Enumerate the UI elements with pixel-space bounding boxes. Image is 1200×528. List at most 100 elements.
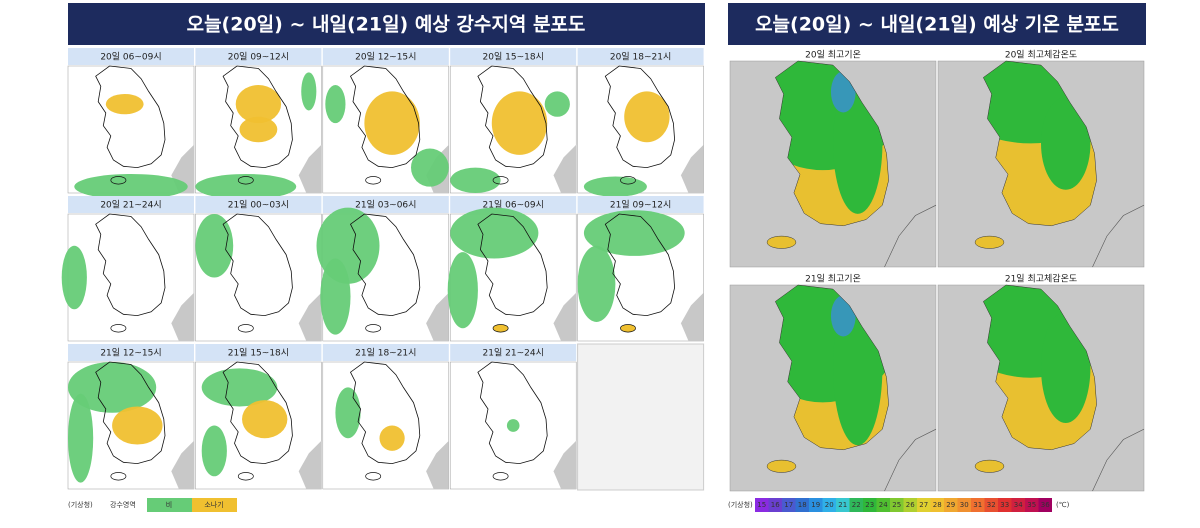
- jeju: [365, 324, 382, 333]
- title-bar: [68, 3, 705, 45]
- scale-swatch: [957, 498, 971, 512]
- rain-area: [195, 214, 234, 278]
- rain-area: [301, 72, 317, 111]
- jeju: [237, 472, 254, 481]
- scale-label: 17: [784, 501, 793, 509]
- panel-label: 21일 12~15시: [100, 348, 161, 359]
- panel-label: 21일 00~03시: [228, 200, 289, 211]
- temp-scale: 15 16 17 18 19 20 21 22 23 24 25 26 27 28 29 30 31 32 33 34…: [755, 498, 1070, 512]
- rain-area: [450, 167, 501, 193]
- rain-area: [195, 173, 297, 200]
- panel-label-bg: [450, 344, 577, 361]
- jeju: [110, 472, 127, 481]
- panel-label: 20일 18~21시: [610, 52, 671, 63]
- panel-label: 20일 최고체감온도: [1005, 49, 1077, 61]
- legend-source: (기상청): [728, 500, 753, 509]
- panel-label: 21일 09~12시: [610, 200, 671, 211]
- coastline: [774, 60, 889, 227]
- scale-label: 23: [865, 501, 874, 509]
- panel-label: 21일 18~21시: [355, 348, 416, 359]
- scale-swatch: [971, 498, 985, 512]
- shower-area: [105, 93, 144, 115]
- jeju: [110, 176, 127, 185]
- scale-label: 20: [825, 501, 834, 509]
- coastline: [774, 284, 889, 451]
- panel-label: 20일 최고기온: [805, 50, 861, 61]
- scale-label: 28: [933, 501, 942, 509]
- scale-label: 24: [879, 501, 888, 509]
- rain-area: [68, 362, 157, 413]
- panel-label: 20일 12~15시: [355, 52, 416, 63]
- scale-swatch: [809, 498, 823, 512]
- panel-label-bg: [577, 48, 704, 65]
- map-frame: [67, 213, 195, 342]
- shower-area: [112, 406, 163, 445]
- legend-swatch: [192, 498, 237, 512]
- land: [426, 440, 449, 489]
- rain-area: [74, 173, 188, 200]
- legend-swatch: [147, 498, 192, 512]
- panel-label: 21일 최고체감온도: [1005, 273, 1077, 285]
- shower-area: [242, 400, 288, 439]
- jeju: [365, 176, 382, 185]
- legend-item: 소나기: [204, 500, 223, 509]
- coastline: [604, 65, 676, 169]
- japan-coast: [1092, 204, 1145, 268]
- coastline: [222, 213, 293, 317]
- scale-label: 22: [852, 501, 861, 509]
- scale-swatch: [849, 498, 863, 512]
- jeju: [620, 324, 636, 333]
- jeju: [492, 176, 509, 185]
- scale-swatch: [795, 498, 809, 512]
- scale-label: 30: [960, 501, 969, 509]
- scale-label: 34: [1014, 501, 1023, 509]
- rain-area: [447, 252, 478, 329]
- shower-area: [235, 85, 282, 124]
- scale-label: 19: [811, 501, 820, 509]
- panel-label-bg: [322, 48, 449, 65]
- scale-label: 29: [946, 501, 955, 509]
- scale-swatch: [1025, 498, 1039, 512]
- scale-label: 27: [919, 501, 928, 509]
- coastline: [95, 213, 166, 317]
- japan-coast: [1092, 428, 1145, 492]
- scale-label: 33: [1000, 501, 1009, 509]
- scale-swatch: [930, 498, 944, 512]
- panel-label-bg: [195, 344, 322, 361]
- scale-swatch: [984, 498, 998, 512]
- scale-label: 16: [771, 501, 780, 509]
- jeju: [974, 235, 1005, 249]
- scale-label: 26: [906, 501, 915, 509]
- scale-label: 31: [973, 501, 982, 509]
- panel-label: 20일 21~24시: [100, 200, 161, 211]
- panel-label: 20일 06~09시: [100, 52, 161, 63]
- jeju: [620, 176, 636, 185]
- scale-label: 15: [757, 501, 766, 509]
- jeju: [766, 459, 797, 473]
- scale-swatch: [998, 498, 1012, 512]
- mild-area: [1041, 311, 1091, 424]
- legend-label: 강수영역: [110, 500, 136, 509]
- land: [553, 292, 577, 341]
- jeju: [237, 176, 254, 185]
- jeju: [110, 324, 127, 333]
- coastline: [349, 213, 421, 317]
- panel-label: 20일 09~12시: [228, 52, 289, 63]
- legend-source: (기상청): [68, 500, 93, 509]
- land: [298, 292, 322, 341]
- scale-swatch: [876, 498, 890, 512]
- scale-unit: (℃): [1056, 501, 1070, 509]
- jeju: [237, 324, 254, 333]
- panel-label: 20일 15~18시: [483, 52, 544, 63]
- jeju: [766, 235, 797, 249]
- temp-title: 오늘(20일) ~ 내일(21일) 예상 기온 분포도: [755, 14, 1119, 36]
- panel-label-bg: [322, 344, 449, 361]
- coastline: [477, 65, 548, 169]
- panel-label-bg: [68, 196, 194, 213]
- shower-area: [239, 116, 278, 143]
- scale-swatch: [863, 498, 877, 512]
- jeju: [492, 324, 509, 333]
- scale-swatch: [903, 498, 917, 512]
- land: [171, 440, 194, 489]
- coastline: [477, 361, 548, 465]
